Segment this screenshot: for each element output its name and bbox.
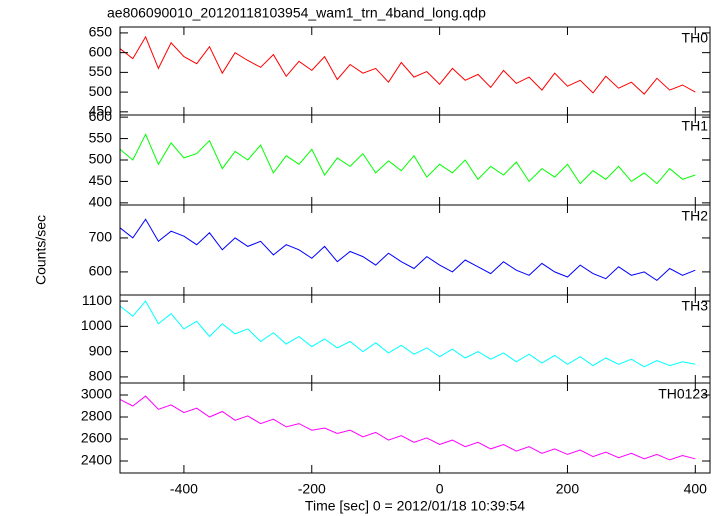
panel-frame — [119, 204, 711, 296]
x-tick-label: -200 — [298, 481, 326, 497]
x-tick-label: 0 — [436, 481, 444, 497]
y-tick-label: 2600 — [81, 430, 112, 446]
panel-frame — [119, 26, 711, 116]
y-tick-label: 1000 — [81, 317, 112, 333]
y-tick-label: 500 — [89, 83, 113, 99]
series-line — [119, 218, 696, 282]
y-tick-label: 550 — [89, 129, 113, 145]
series-label: TH0123 — [658, 386, 708, 402]
y-tick-label: 800 — [89, 368, 113, 384]
series-label: TH2 — [682, 208, 709, 224]
y-tick-label: 2400 — [81, 452, 112, 468]
y-tick-label: 450 — [89, 103, 113, 119]
y-tick-label: 500 — [89, 151, 113, 167]
series-line — [119, 395, 696, 461]
series-label: TH3 — [682, 298, 709, 314]
series-label: TH0 — [682, 30, 709, 46]
panel-frame — [119, 382, 711, 474]
y-tick-label: 1100 — [82, 292, 112, 308]
series-line — [119, 133, 696, 185]
y-tick-label: 3000 — [81, 386, 112, 402]
x-axis-label: Time [sec] 0 = 2012/01/18 10:39:54 — [305, 498, 525, 514]
y-tick-label: 600 — [89, 43, 113, 59]
y-axis-label: Counts/sec — [33, 215, 49, 285]
y-tick-label: 2800 — [81, 408, 112, 424]
series-line — [119, 35, 696, 95]
x-tick-label: -400 — [170, 481, 198, 497]
y-tick-label: 450 — [89, 172, 113, 188]
y-tick-label: 900 — [89, 342, 113, 358]
y-tick-label: 600 — [89, 263, 113, 279]
y-tick-label: 400 — [89, 194, 113, 210]
y-tick-label: 700 — [89, 229, 113, 245]
panel-frame — [119, 114, 711, 206]
x-tick-label: 400 — [684, 481, 708, 497]
chart-title: ae806090010_20120118103954_wam1_trn_4ban… — [107, 5, 486, 21]
panel-frame — [119, 294, 711, 384]
y-tick-label: 650 — [89, 24, 113, 40]
y-tick-label: 550 — [89, 63, 113, 79]
x-tick-label: 200 — [556, 481, 580, 497]
y-tick-label: 600 — [89, 108, 113, 124]
series-label: TH1 — [682, 118, 709, 134]
series-line — [119, 300, 696, 368]
